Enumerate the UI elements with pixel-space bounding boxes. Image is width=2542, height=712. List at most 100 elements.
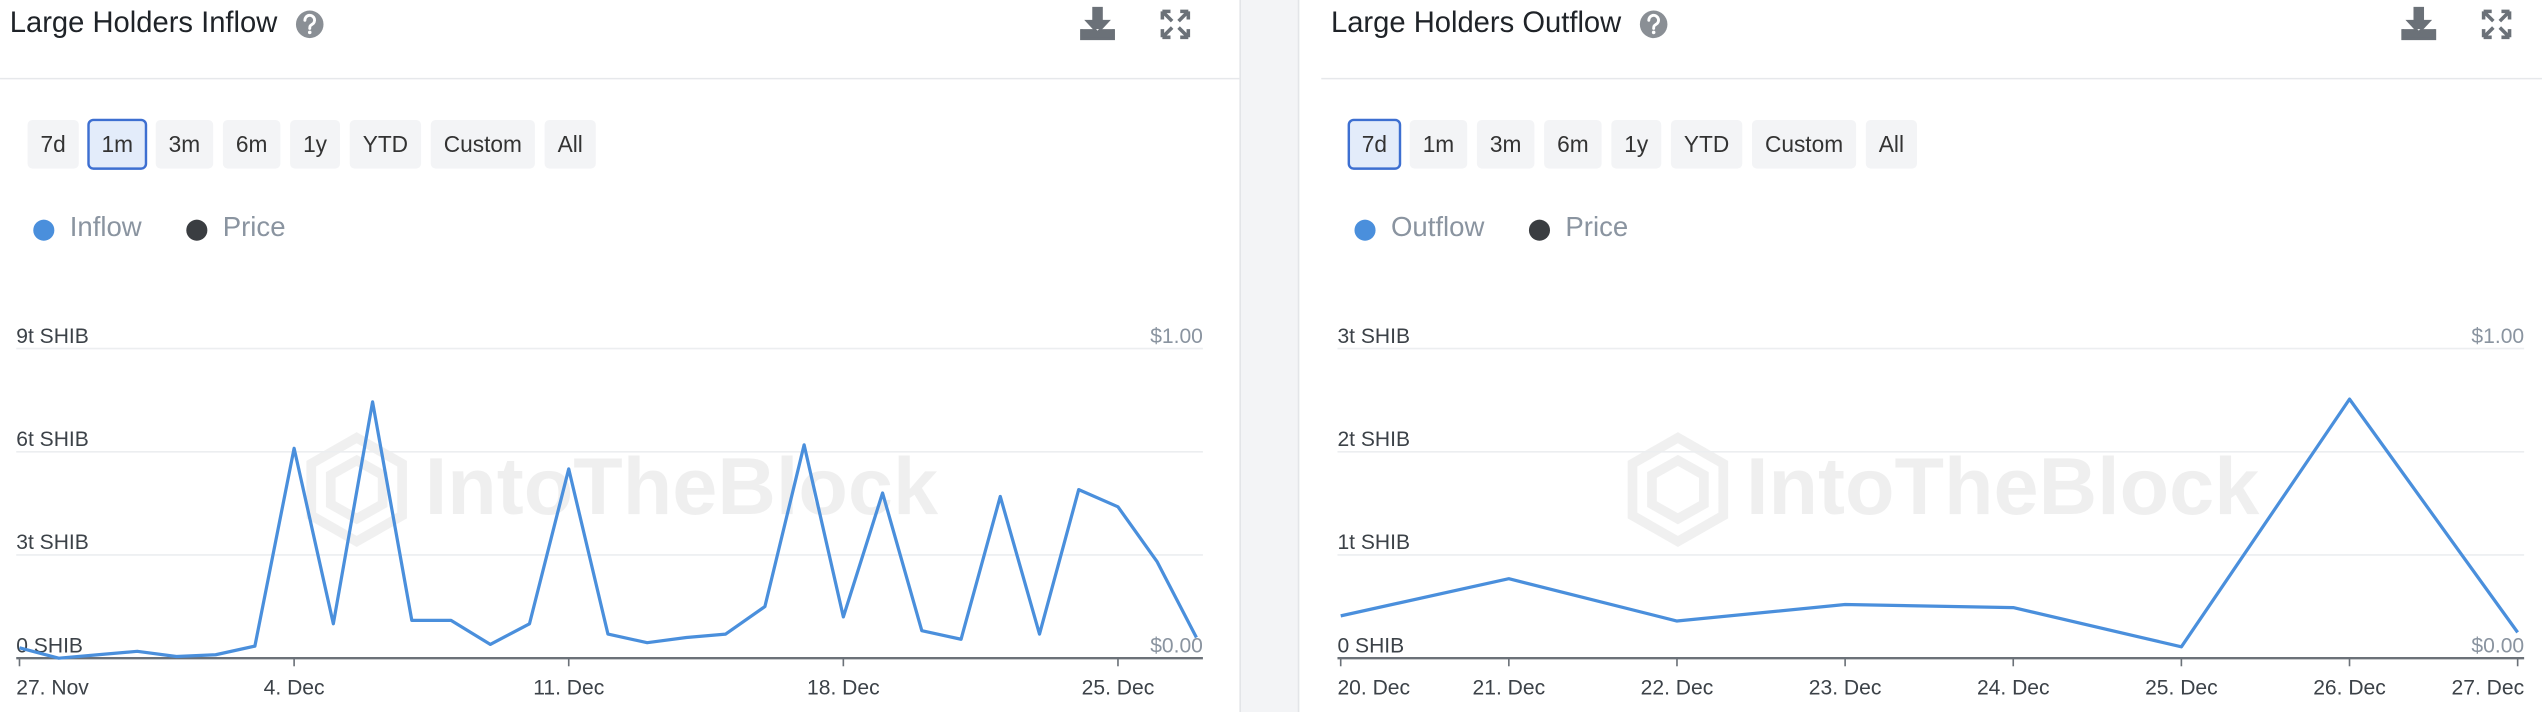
fullscreen-button[interactable] bbox=[2481, 9, 2512, 40]
y-tick-label: 3t SHIB bbox=[1337, 325, 1410, 348]
fullscreen-icon bbox=[1160, 9, 1191, 40]
range-button[interactable]: 7d bbox=[27, 119, 79, 169]
range-button-label: YTD bbox=[1684, 131, 1729, 157]
chart-title: Large Holders Inflow bbox=[10, 7, 278, 39]
x-tick-label: 26. Dec bbox=[2313, 677, 2386, 700]
help-dot bbox=[307, 30, 312, 35]
range-button-bg bbox=[1611, 119, 1662, 169]
help-icon[interactable] bbox=[295, 10, 324, 39]
legend-item[interactable]: Inflow bbox=[33, 211, 142, 242]
watermark-logo bbox=[1627, 432, 1729, 548]
y-tick-label: 1t SHIB bbox=[1337, 531, 1410, 554]
range-button[interactable]: 1y bbox=[290, 119, 341, 169]
chart-panel: Large Holders Inflow 7d 1m 3m 6m 1y YTD Custom A… bbox=[0, 6, 1241, 700]
range-button[interactable]: Custom bbox=[430, 119, 535, 169]
series-line bbox=[1340, 397, 2519, 649]
series-line bbox=[19, 400, 1198, 660]
help-dot bbox=[1651, 30, 1656, 35]
range-button[interactable]: Custom bbox=[1751, 119, 1857, 169]
download-button[interactable] bbox=[1080, 6, 1115, 41]
legend-item[interactable]: Price bbox=[186, 211, 286, 242]
range-button-label: Custom bbox=[444, 131, 522, 157]
download-icon bbox=[1080, 6, 1115, 41]
x-tick-label: 27. Nov bbox=[16, 677, 89, 700]
y-tick-label: 6t SHIB bbox=[16, 428, 89, 451]
legend-label: Price bbox=[223, 211, 286, 242]
x-tick-label: 25. Dec bbox=[2145, 677, 2218, 700]
x-tick-label: 27. Dec bbox=[2452, 677, 2525, 700]
x-tick-label: 4. Dec bbox=[264, 677, 325, 700]
range-button-bg bbox=[1476, 119, 1535, 169]
y-tick-label: 0 SHIB bbox=[16, 634, 83, 657]
range-button-bg bbox=[222, 119, 281, 169]
y-tick-label: 9t SHIB bbox=[16, 325, 89, 348]
x-tick-label: 21. Dec bbox=[1473, 677, 1546, 700]
download-button[interactable] bbox=[2401, 6, 2437, 41]
range-button-bg bbox=[1544, 119, 1602, 169]
chart-panel: Large Holders Outflow 7d 1m 3m 6m 1y YTD Custom… bbox=[1321, 6, 2542, 700]
legend-label: Price bbox=[1565, 211, 1628, 242]
x-tick-label: 18. Dec bbox=[807, 677, 880, 700]
range-button[interactable]: YTD bbox=[349, 119, 422, 169]
range-button[interactable]: All bbox=[1865, 119, 1917, 169]
range-button[interactable]: 6m bbox=[1544, 119, 1602, 169]
fullscreen-icon bbox=[2481, 9, 2512, 40]
range-button-bg bbox=[155, 119, 214, 169]
x-tick-label: 25. Dec bbox=[1082, 677, 1155, 700]
legend-label: Inflow bbox=[70, 211, 142, 242]
range-button-label: 1y bbox=[303, 131, 328, 157]
y2-tick-label: $1.00 bbox=[2471, 325, 2524, 348]
range-button-label: 3m bbox=[169, 131, 201, 157]
range-button-label: 6m bbox=[1557, 131, 1589, 157]
range-button-label: 7d bbox=[1362, 131, 1387, 157]
range-button-bg bbox=[1865, 119, 1917, 169]
legend-label: Outflow bbox=[1391, 211, 1484, 242]
y2-tick-label: $0.00 bbox=[1150, 634, 1203, 657]
range-button-label: All bbox=[1879, 131, 1904, 157]
y2-tick-label: $0.00 bbox=[2471, 634, 2524, 657]
range-button[interactable]: All bbox=[544, 119, 596, 169]
legend-swatch bbox=[186, 219, 208, 241]
range-button-bg bbox=[290, 119, 341, 169]
chart-title: Large Holders Outflow bbox=[1331, 7, 1622, 39]
legend-swatch bbox=[33, 219, 55, 241]
x-tick-label: 20. Dec bbox=[1337, 677, 1410, 700]
legend-swatch bbox=[1354, 219, 1376, 241]
help-icon[interactable] bbox=[1639, 10, 1668, 39]
range-button-label: 1m bbox=[101, 131, 133, 157]
range-button-bg bbox=[1409, 119, 1468, 169]
watermark-text: IntoTheBlock bbox=[425, 442, 939, 532]
legend-item[interactable]: Price bbox=[1528, 211, 1628, 242]
legend-item[interactable]: Outflow bbox=[1354, 211, 1484, 242]
range-button[interactable]: 7d bbox=[1347, 118, 1402, 170]
range-button-bg bbox=[27, 119, 79, 169]
x-tick-label: 23. Dec bbox=[1809, 677, 1882, 700]
help-glyph bbox=[303, 13, 317, 30]
range-button-bg bbox=[1670, 119, 1743, 169]
y-tick-label: 2t SHIB bbox=[1337, 428, 1410, 451]
range-button-label: Custom bbox=[1765, 131, 1843, 157]
range-button[interactable]: 3m bbox=[1476, 119, 1535, 169]
x-tick-label: 22. Dec bbox=[1641, 677, 1714, 700]
range-button[interactable]: 1y bbox=[1611, 119, 1662, 169]
help-glyph bbox=[1647, 13, 1660, 30]
watermark-text: IntoTheBlock bbox=[1746, 442, 2260, 532]
range-button[interactable]: 3m bbox=[155, 119, 214, 169]
range-button-label: 7d bbox=[41, 131, 66, 157]
range-button[interactable]: 1m bbox=[1409, 119, 1468, 169]
range-button[interactable]: 1m bbox=[87, 118, 148, 170]
range-button-bg bbox=[544, 119, 596, 169]
watermark bbox=[1627, 432, 1729, 548]
x-tick-label: 11. Dec bbox=[533, 677, 604, 700]
range-button[interactable]: YTD bbox=[1670, 119, 1743, 169]
range-button-label: 1y bbox=[1624, 131, 1649, 157]
range-button[interactable]: 6m bbox=[222, 119, 281, 169]
legend-swatch bbox=[1528, 219, 1551, 241]
watermark-logo bbox=[306, 432, 407, 548]
watermark bbox=[306, 432, 407, 548]
fullscreen-button[interactable] bbox=[1160, 9, 1191, 40]
x-tick-label: 24. Dec bbox=[1977, 677, 2050, 700]
y-tick-label: 3t SHIB bbox=[16, 531, 89, 554]
range-button-label: 6m bbox=[236, 131, 268, 157]
